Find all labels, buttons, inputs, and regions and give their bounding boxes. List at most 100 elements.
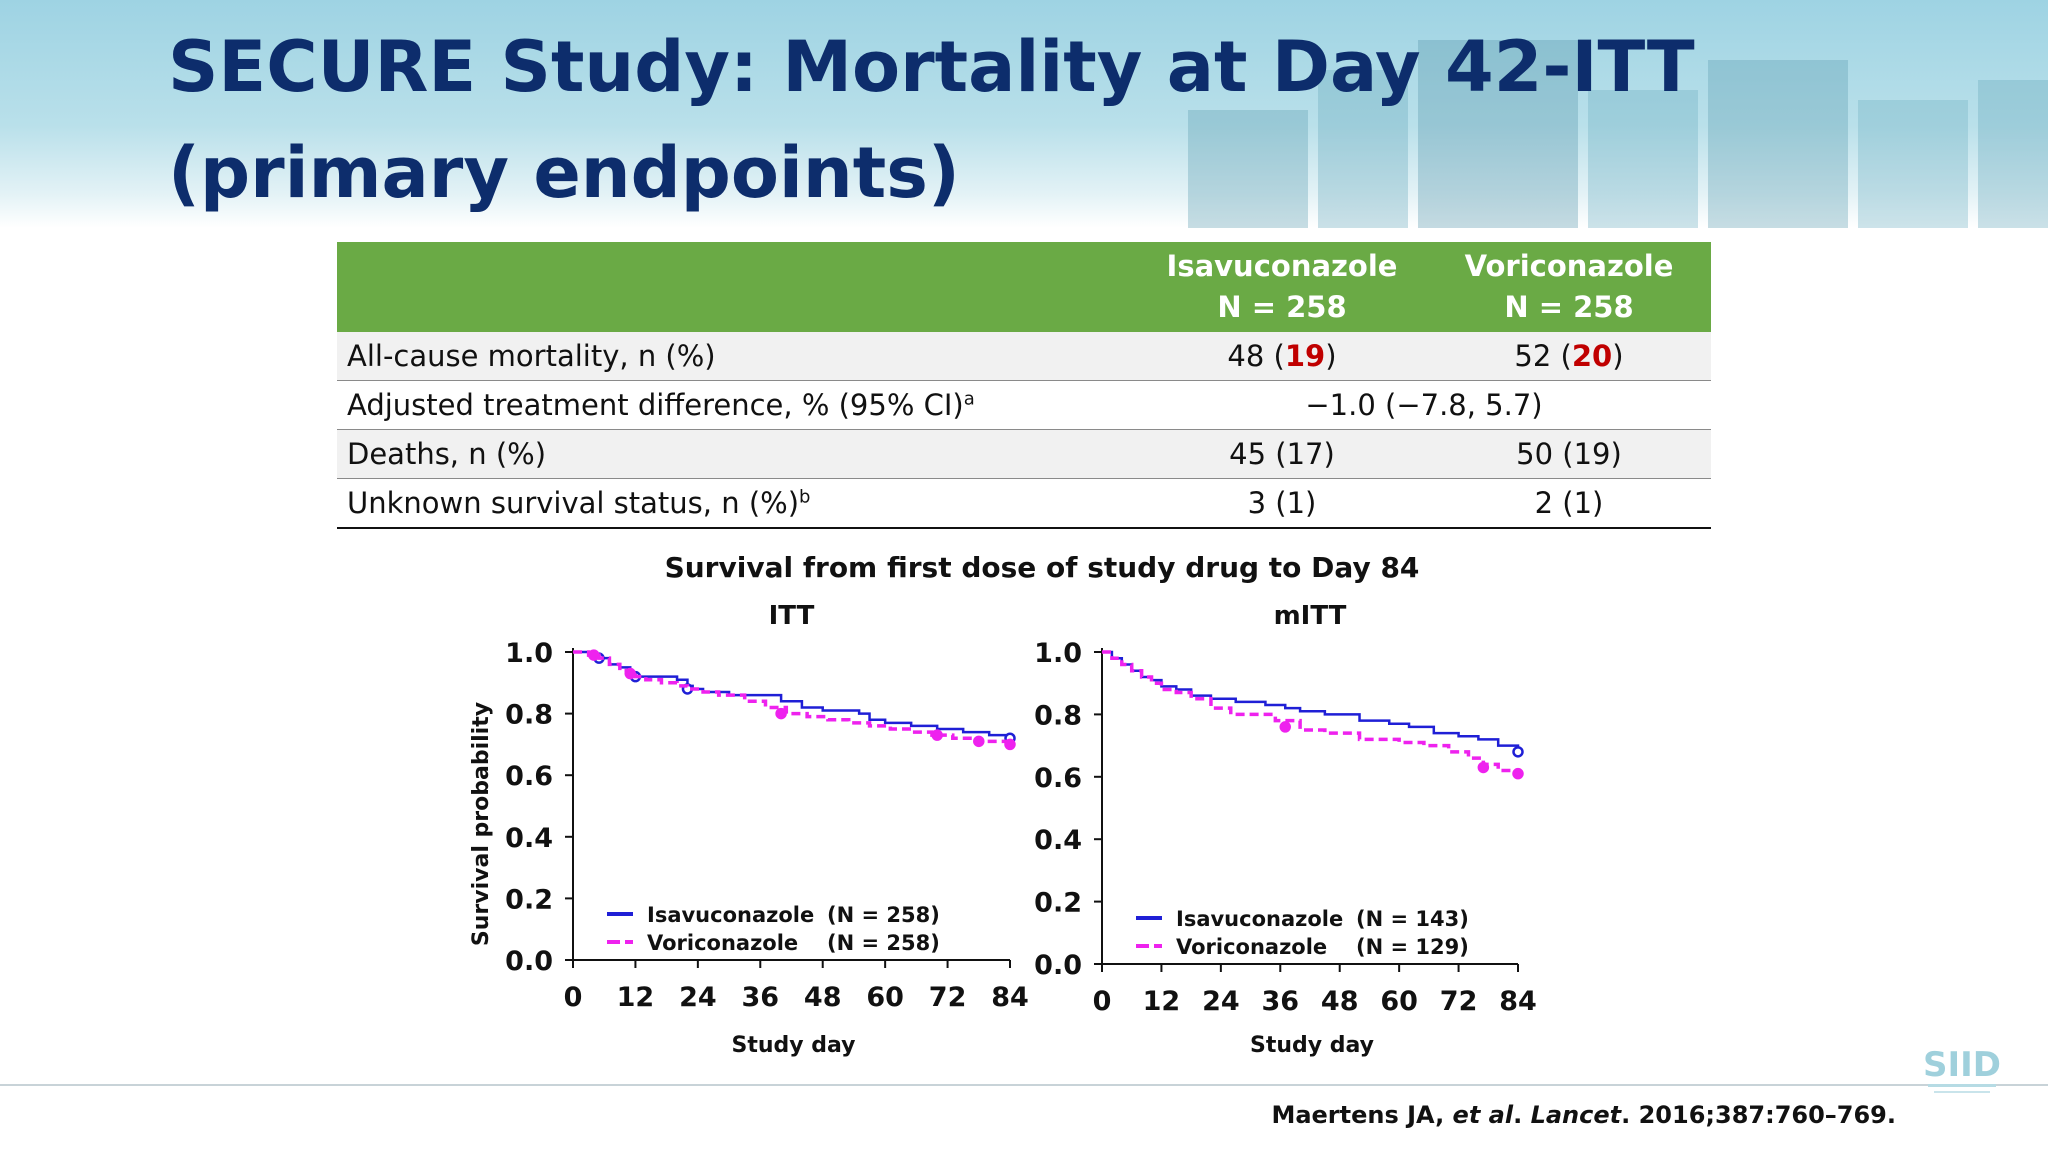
y-tick-label: 0.0 xyxy=(505,946,553,977)
censor-mark-voriconazole xyxy=(624,667,636,680)
voriconazole-header-n: N = 258 xyxy=(1504,290,1634,324)
y-tick-label: 0.8 xyxy=(1034,700,1082,731)
x-tick-label: 0 xyxy=(1093,986,1112,1017)
isavuconazole-cell: 3 (1) xyxy=(1137,478,1427,529)
censor-mark-voriconazole xyxy=(1477,761,1490,774)
row-label: Deaths, n (%) xyxy=(337,429,1137,479)
vori-percent: 20 xyxy=(1571,339,1613,373)
censor-mark-voriconazole xyxy=(775,707,787,720)
legend-label-voriconazole: Voriconazole xyxy=(647,931,798,955)
table-row: Adjusted treatment difference, % (95% CI… xyxy=(337,380,1711,430)
censor-mark-isavuconazole xyxy=(1512,746,1524,758)
mortality-table: Isavuconazole N = 258 Voriconazole N = 2… xyxy=(337,242,1711,529)
voriconazole-cell: 2 (1) xyxy=(1427,478,1711,529)
x-tick-label: 84 xyxy=(991,982,1029,1013)
x-tick-label: 48 xyxy=(804,982,842,1013)
y-tick-label: 0.8 xyxy=(505,700,553,731)
citation-etal: et al xyxy=(1452,1101,1514,1129)
censor-mark-voriconazole xyxy=(1512,767,1524,780)
isa-percent: 19 xyxy=(1284,339,1326,373)
citation: Maertens JA, et al. Lancet. 2016;387:760… xyxy=(1271,1101,1896,1129)
x-tick-label: 24 xyxy=(679,982,717,1013)
figure-title: Survival from first dose of study drug t… xyxy=(664,551,1420,584)
y-tick-label: 0.4 xyxy=(505,823,553,854)
censor-mark-voriconazole xyxy=(931,729,943,741)
x-tick-label: 12 xyxy=(617,982,655,1013)
voriconazole-header-name: Voriconazole xyxy=(1464,249,1674,283)
voriconazole-cell: 52 (20) xyxy=(1427,332,1711,381)
row-label: Adjusted treatment difference, % (95% CI… xyxy=(337,380,1137,430)
y-tick-label: 0.4 xyxy=(1034,825,1082,856)
siid-logo: SIID xyxy=(1924,1045,2000,1093)
table-row: Deaths, n (%) 45 (17) 50 (19) xyxy=(337,429,1711,479)
legend-n-voriconazole: (N = 258) xyxy=(827,931,940,955)
y-axis-label: Survival probability xyxy=(469,702,494,946)
isa-count: 48 xyxy=(1227,339,1265,373)
x-tick-label: 60 xyxy=(1380,986,1418,1017)
title-line-1: SECURE Study: Mortality at Day 42-ITT xyxy=(168,26,1695,108)
legend-label-isavuconazole: Isavuconazole xyxy=(647,903,814,927)
table-row: Unknown survival status, n (%)b 3 (1) 2 … xyxy=(337,478,1711,529)
y-tick-label: 1.0 xyxy=(505,638,553,669)
x-tick-label: 84 xyxy=(1499,986,1537,1017)
censor-mark-voriconazole xyxy=(973,735,985,748)
y-tick-label: 0.6 xyxy=(505,761,553,792)
censor-mark-voriconazole xyxy=(588,649,600,661)
x-axis-label: Study day xyxy=(1250,1033,1374,1058)
survival-curve-voriconazole xyxy=(1102,650,1520,774)
x-tick-label: 36 xyxy=(741,982,779,1013)
legend-label-isavuconazole: Isavuconazole xyxy=(1176,907,1343,931)
x-tick-label: 24 xyxy=(1202,986,1240,1017)
y-tick-label: 0.0 xyxy=(1034,950,1082,981)
citation-sep: . xyxy=(1513,1101,1531,1129)
y-tick-label: 0.6 xyxy=(1034,763,1082,794)
footnote-marker: b xyxy=(799,486,811,508)
x-tick-label: 72 xyxy=(929,982,967,1013)
row-label-text: Unknown survival status, n (%) xyxy=(347,486,800,520)
chart-title-itt: ITT xyxy=(769,601,815,631)
y-tick-label: 0.2 xyxy=(1034,888,1082,919)
survival-curve-voriconazole xyxy=(573,650,1012,745)
isavuconazole-header-name: Isavuconazole xyxy=(1166,249,1398,283)
footnote-marker: a xyxy=(963,388,975,410)
x-tick-label: 12 xyxy=(1143,986,1181,1017)
page-title: SECURE Study: Mortality at Day 42-ITT (p… xyxy=(168,14,1868,226)
row-label-text: Adjusted treatment difference, % (95% CI… xyxy=(347,388,964,422)
table-header-isavuconazole: Isavuconazole N = 258 xyxy=(1137,242,1427,332)
x-tick-label: 48 xyxy=(1321,986,1359,1017)
siid-logo-text: SIID xyxy=(1924,1045,2000,1085)
legend-n-isavuconazole: (N = 143) xyxy=(1356,907,1469,931)
citation-details: . 2016;387:760–769. xyxy=(1621,1101,1896,1129)
citation-authors: Maertens JA, xyxy=(1271,1101,1453,1129)
footer-divider xyxy=(0,1084,2048,1086)
table-header-blank xyxy=(337,242,1137,332)
table-header-voriconazole: Voriconazole N = 258 xyxy=(1427,242,1711,332)
x-tick-label: 0 xyxy=(564,982,583,1013)
row-label: All-cause mortality, n (%) xyxy=(337,332,1137,381)
isavuconazole-cell: 45 (17) xyxy=(1137,429,1427,479)
table-header-row: Isavuconazole N = 258 Voriconazole N = 2… xyxy=(337,242,1711,332)
chart-title-mitt: mITT xyxy=(1274,601,1347,631)
x-tick-label: 72 xyxy=(1440,986,1478,1017)
voriconazole-cell: 50 (19) xyxy=(1427,429,1711,479)
y-tick-label: 0.2 xyxy=(505,884,553,915)
title-line-2: (primary endpoints) xyxy=(168,132,960,214)
legend-n-isavuconazole: (N = 258) xyxy=(827,903,940,927)
censor-mark-voriconazole xyxy=(1279,721,1291,733)
citation-journal: Lancet xyxy=(1530,1101,1622,1129)
table-row: All-cause mortality, n (%) 48 (19) 52 (2… xyxy=(337,332,1711,381)
treatment-difference-cell: −1.0 (−7.8, 5.7) xyxy=(1137,380,1711,430)
vori-count: 52 xyxy=(1514,339,1552,373)
y-tick-label: 1.0 xyxy=(1034,638,1082,669)
censor-mark-voriconazole xyxy=(1004,738,1016,751)
x-tick-label: 60 xyxy=(866,982,904,1013)
row-label: Unknown survival status, n (%)b xyxy=(337,478,1137,529)
survival-curve-isavuconazole xyxy=(573,650,1012,739)
x-axis-label: Study day xyxy=(731,1033,855,1058)
legend-n-voriconazole: (N = 129) xyxy=(1356,935,1469,959)
hospital-skyline-graphic xyxy=(1188,40,2048,228)
isavuconazole-header-n: N = 258 xyxy=(1217,290,1347,324)
legend-label-voriconazole: Voriconazole xyxy=(1176,935,1327,959)
x-tick-label: 36 xyxy=(1261,986,1299,1017)
